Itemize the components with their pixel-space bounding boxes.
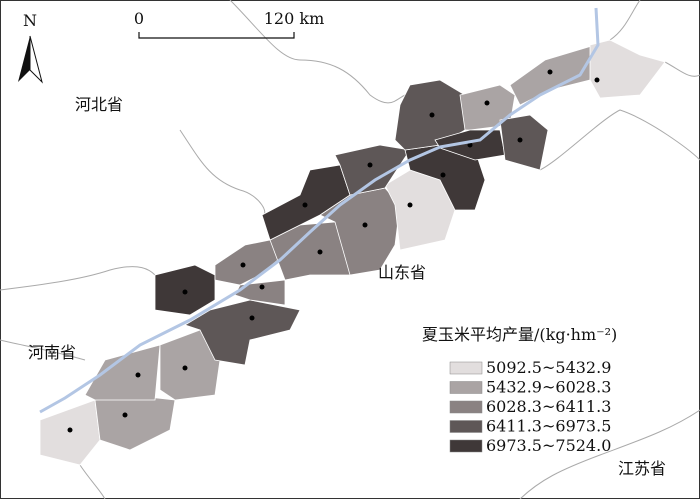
- legend-title: 夏玉米平均产量/(kg·hm⁻²): [422, 325, 617, 344]
- legend-label: 6411.3~6973.5: [486, 417, 611, 436]
- place-label: 河北省: [75, 95, 123, 114]
- scale-start: 0: [134, 9, 144, 28]
- county: [184, 299, 301, 366]
- north-arrow: N: [18, 11, 43, 84]
- legend-swatch: [449, 400, 483, 414]
- place-label: 江苏省: [618, 459, 666, 478]
- north-label: N: [23, 11, 37, 30]
- river: [39, 7, 600, 414]
- county: [84, 344, 161, 401]
- place-label: 山东省: [378, 263, 426, 282]
- legend-label: 6028.3~6411.3: [486, 397, 611, 416]
- scale-bar: 0 120 km: [134, 9, 325, 39]
- legend-swatch: [449, 381, 483, 394]
- legend-label: 6973.5~7524.0: [486, 436, 611, 455]
- legend-label: 5092.5~5432.9: [486, 358, 611, 377]
- county: [499, 114, 549, 171]
- legend-label: 5432.9~6028.3: [486, 378, 611, 397]
- legend: 5092.5~5432.95432.9~6028.36028.3~6411.36…: [449, 358, 611, 455]
- place-label: 河南省: [28, 343, 76, 362]
- county-centers: [67, 69, 600, 433]
- legend-swatch: [449, 420, 483, 433]
- county: [589, 39, 666, 99]
- legend-swatch: [449, 361, 483, 375]
- county: [334, 144, 411, 196]
- scale-end: 120 km: [264, 9, 325, 28]
- legend-swatch: [449, 439, 483, 453]
